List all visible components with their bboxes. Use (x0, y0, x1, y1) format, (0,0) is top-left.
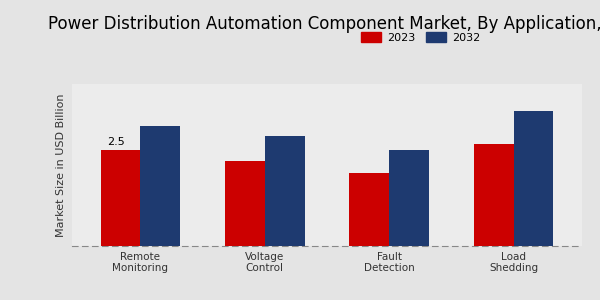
Legend: 2023, 2032: 2023, 2032 (357, 28, 485, 48)
Y-axis label: Market Size in USD Billion: Market Size in USD Billion (56, 93, 67, 237)
Bar (225, 161, 265, 246)
Bar (514, 111, 553, 246)
Bar (389, 150, 429, 246)
Text: 2.5: 2.5 (107, 137, 124, 147)
Bar (101, 150, 140, 246)
Bar (349, 173, 389, 246)
Text: Power Distribution Automation Component Market, By Application, 2023 & 20: Power Distribution Automation Component … (48, 15, 600, 33)
Bar (474, 144, 514, 246)
Bar (265, 136, 305, 246)
Bar (140, 126, 180, 246)
